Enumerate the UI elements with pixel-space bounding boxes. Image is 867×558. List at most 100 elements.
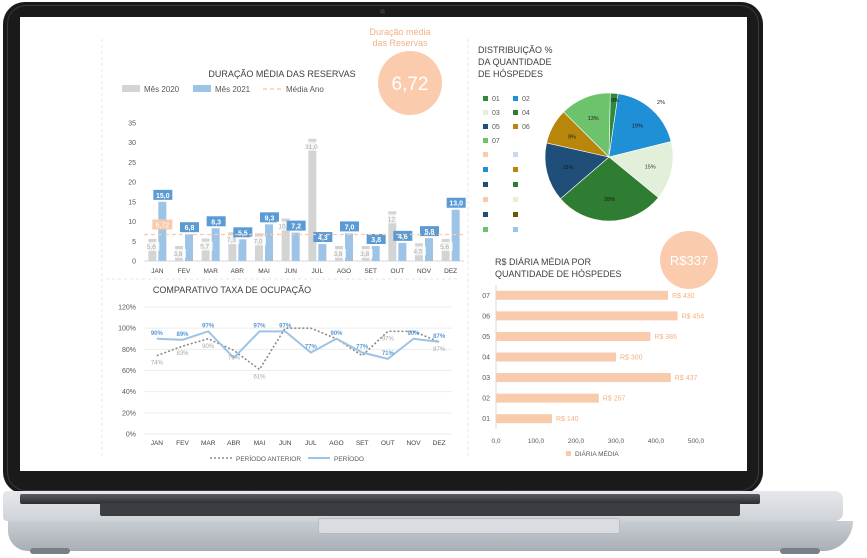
- pie-slice-label: 13%: [588, 116, 599, 122]
- legend-label-avg: Média Ano: [286, 85, 324, 94]
- kpi-duration-circle: [378, 51, 442, 115]
- duration-ytick-label: 35: [128, 121, 136, 128]
- pie-legend-label: 06: [522, 124, 530, 131]
- duration-chart-title: DURAÇÃO MÉDIA DAS RESERVAS: [208, 69, 355, 79]
- daily-rate-xtick-label: 400,0: [648, 438, 665, 445]
- periodo-anterior-label: 90%: [202, 344, 215, 350]
- bar-2020: [388, 211, 397, 261]
- bar-2020-label-bg: [223, 235, 240, 245]
- pie-legend-swatch: [483, 167, 488, 172]
- daily-rate-bar: [496, 311, 678, 321]
- bar-2020-label: 3,8: [333, 251, 342, 258]
- laptop-bezel: [7, 5, 759, 491]
- pie-slice: [544, 142, 610, 200]
- bar-2020-label-bg: [250, 236, 266, 246]
- duration-ytick-label: 25: [128, 160, 136, 167]
- daily-rate-ytick-label: 07: [482, 293, 490, 300]
- bar-2021-label: 8,3: [211, 219, 221, 226]
- duration-xtick-label: MAR: [203, 268, 218, 275]
- pie-legend-swatch: [483, 182, 488, 187]
- periodo-label: 97%: [253, 323, 266, 329]
- periodo-label: 89%: [176, 332, 189, 338]
- bar-2020-label-bg: [303, 141, 320, 151]
- pie-legend-swatch: [483, 138, 488, 143]
- legend-label-periodo: PERÍODO: [334, 454, 364, 463]
- periodo-anterior-label: 83%: [176, 351, 189, 357]
- daily-rate-bar: [496, 331, 651, 341]
- pie-legend-swatch: [513, 212, 518, 217]
- periodo-label: 87%: [433, 334, 446, 340]
- bar-2021-label: 7,0: [345, 224, 355, 231]
- bar-2020-label-bg: [410, 246, 426, 256]
- line-periodo: [156, 330, 440, 360]
- pie-slice: [608, 93, 672, 158]
- daily-rate-ytick-label: 03: [482, 375, 490, 382]
- occupancy-xtick-label: ABR: [227, 440, 241, 447]
- occupancy-ytick-label: 40%: [122, 389, 136, 396]
- duration-ytick-label: 15: [128, 199, 136, 206]
- daily-rate-bar-label: R$ 430: [672, 293, 695, 300]
- bar-2021-label: 7,2: [291, 224, 301, 231]
- periodo-label: 90%: [330, 331, 343, 337]
- bar-2020: [281, 218, 290, 261]
- bar-2020-label: 5,7: [200, 244, 209, 251]
- pie-legend-swatch: [483, 227, 488, 232]
- kpi-duration-label-1: Duração média: [369, 27, 430, 37]
- duration-xtick-label: DEZ: [444, 268, 457, 275]
- periodo-anterior-label: 97%: [382, 336, 395, 342]
- daily-rate-ytick-label: 06: [482, 313, 490, 320]
- pie-slice-label: 9%: [568, 135, 576, 141]
- laptop-keyboard: [100, 503, 740, 516]
- pie-legend-swatch: [483, 152, 488, 157]
- daily-rate-title-line-1: R$ DIÁRIA MÉDIA POR: [495, 257, 592, 267]
- bar-2021: [318, 244, 327, 261]
- bar-2021-label: 4,3: [318, 235, 328, 242]
- bar-2020: [308, 138, 317, 261]
- dashboard-svg: Duração média das Reservas 6,72 R$337 DU…: [101, 27, 718, 463]
- bar-2021-label-bg: [206, 216, 226, 227]
- duration-ytick-label: 10: [128, 219, 136, 226]
- pie-legend-swatch: [483, 110, 488, 115]
- daily-rate-xtick-label: 200,0: [568, 438, 585, 445]
- daily-rate-title-line-2: QUANTIDADE DE HÓSPEDES: [495, 269, 622, 279]
- bar-2020-label: 7,3: [227, 237, 236, 244]
- occupancy-xtick-label: JUN: [279, 440, 292, 447]
- periodo-anterior-label: 79%: [228, 355, 241, 361]
- daily-rate-bar-chart: R$ DIÁRIA MÉDIA POR QUANTIDADE DE HÓSPED…: [482, 257, 704, 458]
- pie-legend-swatch: [513, 96, 518, 101]
- bar-2020-label-bg: [356, 249, 373, 258]
- occupancy-legend: PERÍODO ANTERIOR PERÍODO: [210, 454, 364, 463]
- bar-2020-label-bg: [143, 241, 160, 251]
- occupancy-ytick-label: 60%: [122, 368, 136, 375]
- occupancy-xtick-label: NOV: [406, 440, 421, 447]
- periodo-label: 90%: [151, 331, 164, 337]
- duration-xtick-label: NOV: [417, 268, 432, 275]
- bar-2021-label: 15,0: [156, 193, 170, 200]
- camera-dot: [380, 9, 385, 14]
- daily-rate-xtick-label: 0,0: [491, 438, 500, 445]
- duration-xtick-label: ABR: [231, 268, 245, 275]
- occupancy-xtick-label: JAN: [151, 440, 164, 447]
- bar-2021: [371, 246, 380, 261]
- occupancy-ytick-label: 0%: [126, 432, 136, 439]
- bar-2021-label-bg: [233, 227, 253, 238]
- pie-title-line-2: DA QUANTIDADE: [478, 57, 552, 67]
- bar-2021: [425, 238, 433, 261]
- occupancy-xtick-label: MAI: [254, 440, 266, 447]
- duration-legend: Mês 2020 Mês 2021 Média Ano: [122, 85, 324, 94]
- legend-swatch-2021: [193, 85, 211, 92]
- bar-2021: [451, 209, 460, 261]
- duration-xtick-label: JUN: [284, 268, 297, 275]
- average-label-bg: [152, 219, 173, 230]
- occupancy-ytick-label: 100%: [118, 326, 136, 333]
- legend-label-2021: Mês 2021: [215, 85, 251, 94]
- daily-rate-legend: DIÁRIA MÉDIA: [566, 449, 619, 458]
- legend-label-2020: Mês 2020: [144, 85, 180, 94]
- daily-rate-bar-label: R$ 257: [603, 396, 626, 403]
- laptop-hinge: [20, 494, 760, 504]
- bar-2020-label: 31,0: [305, 144, 318, 151]
- bar-2020-label: 12: [388, 216, 396, 223]
- laptop-foot-right: [780, 548, 820, 554]
- bar-2021: [211, 228, 220, 261]
- duration-ytick-label: 20: [128, 180, 136, 187]
